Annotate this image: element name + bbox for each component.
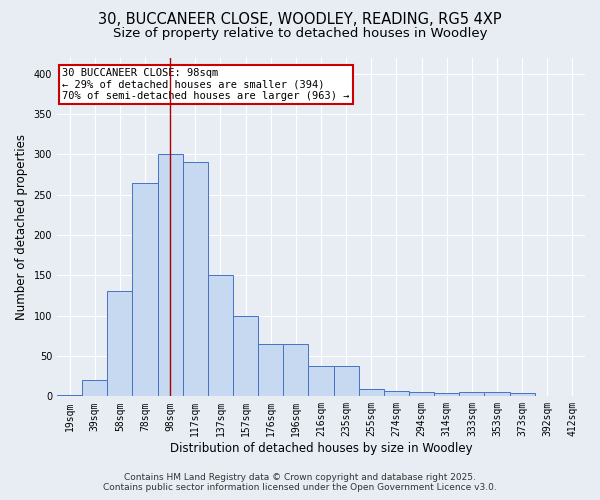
Bar bbox=[334, 366, 359, 396]
Text: Contains HM Land Registry data © Crown copyright and database right 2025.
Contai: Contains HM Land Registry data © Crown c… bbox=[103, 473, 497, 492]
Bar bbox=[258, 344, 283, 397]
X-axis label: Distribution of detached houses by size in Woodley: Distribution of detached houses by size … bbox=[170, 442, 472, 455]
Bar bbox=[283, 344, 308, 397]
Text: Size of property relative to detached houses in Woodley: Size of property relative to detached ho… bbox=[113, 28, 487, 40]
Bar bbox=[384, 392, 409, 396]
Bar bbox=[82, 380, 107, 396]
Bar bbox=[158, 154, 183, 396]
Bar bbox=[484, 392, 509, 396]
Text: 30 BUCCANEER CLOSE: 98sqm
← 29% of detached houses are smaller (394)
70% of semi: 30 BUCCANEER CLOSE: 98sqm ← 29% of detac… bbox=[62, 68, 350, 101]
Bar bbox=[183, 162, 208, 396]
Bar bbox=[409, 392, 434, 396]
Text: 30, BUCCANEER CLOSE, WOODLEY, READING, RG5 4XP: 30, BUCCANEER CLOSE, WOODLEY, READING, R… bbox=[98, 12, 502, 28]
Bar bbox=[359, 389, 384, 396]
Bar bbox=[459, 392, 484, 396]
Bar bbox=[208, 276, 233, 396]
Bar bbox=[308, 366, 334, 396]
Bar bbox=[509, 393, 535, 396]
Bar bbox=[434, 393, 459, 396]
Y-axis label: Number of detached properties: Number of detached properties bbox=[15, 134, 28, 320]
Bar bbox=[107, 292, 133, 397]
Bar bbox=[133, 182, 158, 396]
Bar bbox=[57, 394, 82, 396]
Bar bbox=[233, 316, 258, 396]
